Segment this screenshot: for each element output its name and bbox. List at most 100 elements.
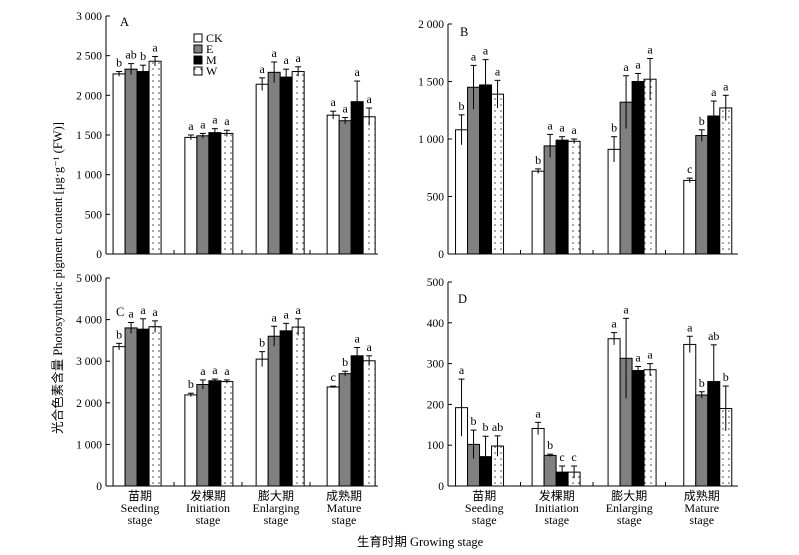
y-tick-label: 400 — [427, 318, 445, 330]
bar-b-e-4 — [695, 135, 709, 255]
y-tick-label: 500 — [427, 277, 445, 289]
significance-letter: a — [295, 303, 301, 317]
category-label: 苗期 — [128, 489, 152, 503]
significance-letter: a — [459, 363, 465, 377]
x-axis-label: 生育时期 Growing stage — [357, 534, 484, 549]
significance-letter: a — [342, 102, 348, 116]
y-tick-label: 1 500 — [76, 130, 102, 142]
y-tick-label: 1 000 — [76, 170, 102, 182]
bar-d-ck-3 — [607, 338, 621, 487]
significance-letter: b — [188, 377, 194, 391]
significance-letter: a — [571, 123, 577, 137]
category-label: Seeding — [465, 501, 504, 515]
significance-letter: a — [283, 307, 289, 321]
significance-letter: c — [687, 162, 692, 176]
bar-b-ck-4 — [683, 179, 697, 255]
category-label: stage — [264, 513, 289, 527]
bar-a-w-4 — [362, 116, 376, 255]
bar-a-m-3 — [279, 76, 293, 255]
significance-letter: b — [116, 56, 122, 70]
bar-a-m-2 — [208, 132, 222, 255]
significance-letter: a — [283, 53, 289, 67]
significance-letter: a — [271, 310, 277, 324]
significance-letter: a — [128, 307, 134, 321]
significance-letter: a — [224, 114, 230, 128]
bar-c-w-2 — [220, 381, 234, 487]
significance-letter: a — [635, 350, 641, 364]
y-tick-label: 500 — [85, 209, 103, 221]
category-labels: 苗期Seedingstage发棵期Initiationstage膨大期Enlar… — [121, 488, 720, 527]
significance-letter: ab — [708, 329, 719, 343]
y-tick-label: 200 — [427, 399, 445, 411]
y-tick-label: 0 — [96, 481, 102, 493]
bar-c-e-4 — [338, 373, 352, 487]
y-tick-label: 5 000 — [76, 273, 102, 285]
category-label: Enlarging — [252, 501, 299, 515]
bar-c-ck-1 — [112, 346, 126, 487]
category-label: Enlarging — [606, 501, 653, 515]
significance-letter: a — [152, 40, 158, 54]
y-tick-label: 1 000 — [418, 134, 444, 146]
bar-c-e-3 — [267, 335, 281, 487]
significance-letter: c — [330, 370, 335, 384]
bar-c-e-2 — [196, 383, 210, 487]
significance-letter: a — [188, 119, 194, 133]
significance-letter: a — [330, 95, 336, 109]
bar-d-w-3 — [643, 369, 657, 487]
y-tick-label: 300 — [427, 359, 445, 371]
bar-b-m-1 — [479, 84, 493, 255]
significance-letter: a — [140, 303, 146, 317]
significance-letter: a — [259, 62, 265, 76]
significance-letter: a — [212, 363, 218, 377]
significance-letter: b — [535, 153, 541, 167]
significance-letter: a — [471, 49, 477, 63]
y-tick-label: 1 500 — [418, 77, 444, 89]
bar-c-m-2 — [208, 380, 222, 487]
significance-letter: b — [699, 114, 705, 128]
bar-c-w-4 — [362, 360, 376, 487]
significance-letter: b — [116, 327, 122, 341]
category-label: Mature — [684, 501, 719, 515]
y-tick-label: 3 000 — [76, 356, 102, 368]
bar-b-e-2 — [543, 145, 557, 255]
bar-b-m-3 — [631, 81, 645, 255]
significance-letter: a — [212, 113, 218, 127]
bar-c-ck-4 — [326, 386, 340, 487]
bar-b-w-1 — [491, 93, 505, 255]
bar-a-e-2 — [196, 135, 210, 255]
bar-b-w-2 — [567, 140, 581, 255]
bar-a-w-2 — [220, 132, 234, 255]
significance-letter: a — [711, 85, 717, 99]
significance-letter: a — [224, 364, 230, 378]
legend-swatch — [193, 55, 203, 65]
legend-label: CK — [206, 31, 223, 45]
bar-b-ck-1 — [455, 129, 469, 255]
significance-letter: a — [547, 118, 553, 132]
significance-letter: a — [200, 364, 206, 378]
category-label: 膨大期 — [258, 489, 294, 503]
bar-a-w-3 — [291, 71, 305, 255]
bar-c-ck-3 — [255, 358, 269, 487]
bar-d-ck-4 — [683, 343, 697, 487]
significance-letter: a — [559, 121, 565, 135]
significance-letter: b — [459, 99, 465, 113]
bar-d-ck-2 — [531, 427, 545, 487]
legend-swatch — [193, 33, 203, 43]
bar-a-ck-1 — [112, 73, 126, 255]
legend-swatch — [193, 44, 203, 54]
significance-letter: b — [140, 49, 146, 63]
significance-letter: b — [547, 438, 553, 452]
category-label: stage — [544, 513, 569, 527]
category-label: 苗期 — [472, 489, 496, 503]
significance-letter: b — [471, 414, 477, 428]
bar-a-e-4 — [338, 120, 352, 255]
panel-letter: C — [116, 305, 124, 319]
bar-a-ck-2 — [184, 136, 198, 255]
legend-swatch — [193, 66, 203, 76]
